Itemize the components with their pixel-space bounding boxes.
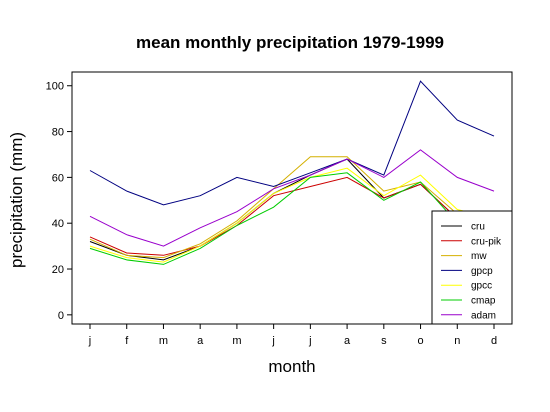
series-line-gpcc	[89, 167, 495, 263]
y-tick-label: 40	[52, 218, 64, 230]
legend-label-cmap: cmap	[471, 296, 496, 307]
x-tick-label: j	[271, 335, 274, 347]
x-tick-label: a	[344, 335, 351, 347]
x-tick-label: a	[197, 335, 204, 347]
series-line-gpcp	[89, 80, 495, 206]
y-axis-label: precipitation (mm)	[7, 132, 26, 268]
series-line-cru-pik	[89, 176, 495, 256]
series-line-mw	[89, 156, 495, 259]
y-tick-label: 0	[58, 310, 64, 322]
legend: cru cru-pik mw gpcp gpcc cmap adam	[431, 210, 513, 325]
legend-label-gpcc: gpcc	[471, 281, 492, 292]
chart-title: mean monthly precipitation 1979-1999	[136, 33, 444, 52]
x-tick-label: j	[308, 335, 311, 347]
x-tick-label: s	[381, 335, 387, 347]
legend-label-gpcp: gpcp	[471, 266, 493, 277]
x-tick-label: m	[232, 335, 241, 347]
legend-label-cru-pik: cru-pik	[471, 236, 502, 247]
x-tick-label: m	[159, 335, 168, 347]
legend-label-mw: mw	[471, 251, 487, 262]
legend-label-adam: adam	[471, 310, 496, 321]
x-tick-label: d	[491, 335, 497, 347]
series-lines	[89, 80, 495, 265]
x-tick-label: n	[454, 335, 460, 347]
series-line-adam	[89, 149, 495, 247]
x-tick-label: o	[417, 335, 423, 347]
y-tick-label: 60	[52, 172, 64, 184]
x-tick-label: f	[125, 335, 129, 347]
y-tick-label: 80	[52, 127, 64, 139]
x-axis-label: month	[268, 357, 315, 376]
series-line-cmap	[89, 172, 495, 265]
y-axis: 0 20 40 60 80 100	[46, 81, 72, 322]
y-tick-label: 100	[46, 81, 64, 93]
y-tick-label: 20	[52, 264, 64, 276]
x-tick-label: j	[88, 335, 91, 347]
plot-frame	[71, 71, 513, 325]
legend-box	[431, 210, 513, 325]
legend-label-cru: cru	[471, 222, 485, 233]
